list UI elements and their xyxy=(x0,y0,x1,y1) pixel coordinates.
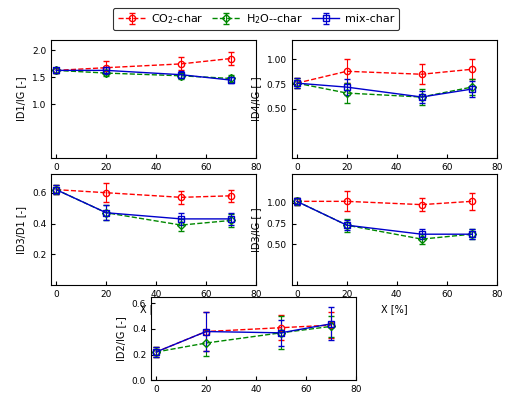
X-axis label: X [%]: X [%] xyxy=(140,178,167,188)
X-axis label: X [%]: X [%] xyxy=(381,305,408,314)
Y-axis label: ID3/IG [-]: ID3/IG [-] xyxy=(251,208,261,252)
Y-axis label: ID4/IG [-]: ID4/IG [-] xyxy=(251,77,261,121)
Y-axis label: ID2/IG [-]: ID2/IG [-] xyxy=(116,316,126,361)
X-axis label: X [%]: X [%] xyxy=(140,305,167,314)
X-axis label: X [%]: X [%] xyxy=(381,178,408,188)
Legend: CO$_2$-char, H$_2$O--char, mix-char: CO$_2$-char, H$_2$O--char, mix-char xyxy=(113,8,399,30)
Y-axis label: ID3/D1 [-]: ID3/D1 [-] xyxy=(16,206,27,254)
Y-axis label: ID1/IG [-]: ID1/IG [-] xyxy=(16,77,27,121)
